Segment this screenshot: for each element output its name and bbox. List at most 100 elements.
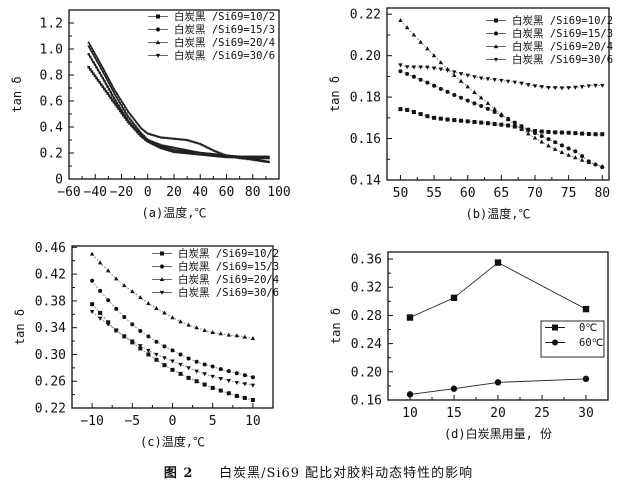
data-point	[115, 101, 119, 105]
data-point	[250, 375, 255, 380]
series-3	[398, 63, 605, 91]
data-point	[406, 314, 414, 321]
y-tick-label: 0.16	[351, 394, 382, 409]
data-point	[178, 319, 183, 324]
data-point	[218, 331, 223, 336]
data-point	[566, 130, 571, 135]
data-point	[234, 333, 240, 338]
data-point	[445, 89, 450, 94]
x-tick-label: 0	[169, 414, 177, 429]
y-tick-label: 0.22	[35, 402, 66, 417]
data-point	[582, 375, 590, 383]
data-point	[114, 276, 119, 281]
data-point	[450, 385, 458, 392]
data-point	[445, 68, 450, 73]
data-point	[600, 132, 605, 137]
data-point	[539, 139, 544, 144]
legend-label: 0℃	[579, 322, 597, 334]
data-point	[546, 85, 551, 90]
data-point	[458, 72, 464, 77]
data-point	[107, 94, 111, 97]
data-point	[553, 140, 558, 145]
data-point	[242, 373, 247, 378]
y-tick-label: 0.4	[40, 121, 64, 136]
data-point	[146, 301, 151, 306]
data-point	[472, 89, 477, 94]
x-tick-label: −40	[84, 185, 107, 200]
data-point	[154, 357, 159, 362]
legend-marker	[156, 27, 160, 32]
legend-label: 白炭黑 /Si69=20/4	[178, 273, 279, 286]
data-point	[123, 116, 127, 119]
x-tick-label: 80	[245, 185, 261, 200]
data-point	[158, 135, 161, 139]
data-point	[552, 86, 558, 91]
data-point	[579, 157, 585, 162]
data-point	[194, 369, 199, 374]
data-point	[101, 76, 105, 80]
legend-marker	[552, 339, 558, 346]
data-point	[178, 371, 183, 376]
data-point	[156, 134, 160, 138]
data-point	[418, 112, 423, 117]
data-point	[186, 366, 191, 371]
data-point	[88, 48, 92, 51]
legend-item: 白炭黑 /Si69=15/3	[486, 27, 613, 40]
data-point	[432, 115, 437, 120]
data-point	[92, 72, 95, 76]
x-axis-label: (c)温度,℃	[140, 434, 205, 449]
data-point	[161, 147, 165, 150]
y-tick-label: 0.20	[351, 365, 382, 380]
data-point	[593, 162, 598, 167]
data-point	[117, 94, 121, 98]
data-point	[186, 356, 191, 361]
data-point	[151, 133, 155, 137]
data-point	[186, 151, 190, 155]
data-point	[111, 93, 114, 97]
data-point	[159, 146, 163, 150]
x-tick-label: 0	[144, 185, 152, 200]
data-point	[532, 84, 538, 89]
data-point	[485, 100, 491, 105]
data-point	[242, 382, 248, 387]
data-point	[162, 310, 167, 315]
x-tick-label: 15	[446, 406, 462, 421]
data-point	[131, 121, 135, 125]
legend-label: 白炭黑 /Si69=10/2	[174, 10, 275, 23]
data-point	[88, 68, 92, 71]
figure-caption: 图 2 白炭黑/Si69 配比对胶料动态特性的影响	[0, 462, 637, 481]
legend-item: 白炭黑 /Si69=10/2	[148, 10, 275, 23]
legend-item: 白炭黑 /Si69=30/6	[152, 286, 279, 299]
data-point	[566, 146, 571, 151]
data-point	[593, 83, 598, 88]
data-point	[146, 348, 151, 353]
data-point	[194, 141, 198, 144]
data-point	[552, 146, 558, 151]
data-point	[185, 151, 188, 155]
data-point	[148, 132, 152, 136]
legend-item: 白炭黑 /Si69=15/3	[148, 23, 275, 36]
legend-item: 白炭黑 /Si69=30/6	[148, 49, 275, 62]
data-point	[125, 107, 128, 110]
data-point	[450, 294, 458, 302]
data-point	[582, 305, 590, 313]
data-point	[138, 346, 143, 351]
x-tick-label: 80	[594, 186, 610, 201]
data-point	[172, 150, 176, 153]
data-point	[202, 144, 206, 147]
legend-label: 白炭黑 /Si69=30/6	[174, 49, 275, 62]
data-point	[214, 149, 218, 153]
y-axis-label: tan δ	[13, 309, 27, 345]
data-point	[494, 379, 502, 386]
data-point	[191, 152, 194, 155]
data-point	[101, 70, 105, 74]
data-point	[250, 335, 256, 340]
data-point	[170, 149, 174, 153]
y-tick-label: 0.8	[40, 69, 63, 84]
data-point	[194, 325, 199, 330]
x-tick-label: 25	[534, 406, 550, 421]
legend-label: 白炭黑 /Si69=10/2	[512, 14, 613, 27]
data-point	[512, 122, 518, 127]
data-point	[136, 127, 139, 131]
